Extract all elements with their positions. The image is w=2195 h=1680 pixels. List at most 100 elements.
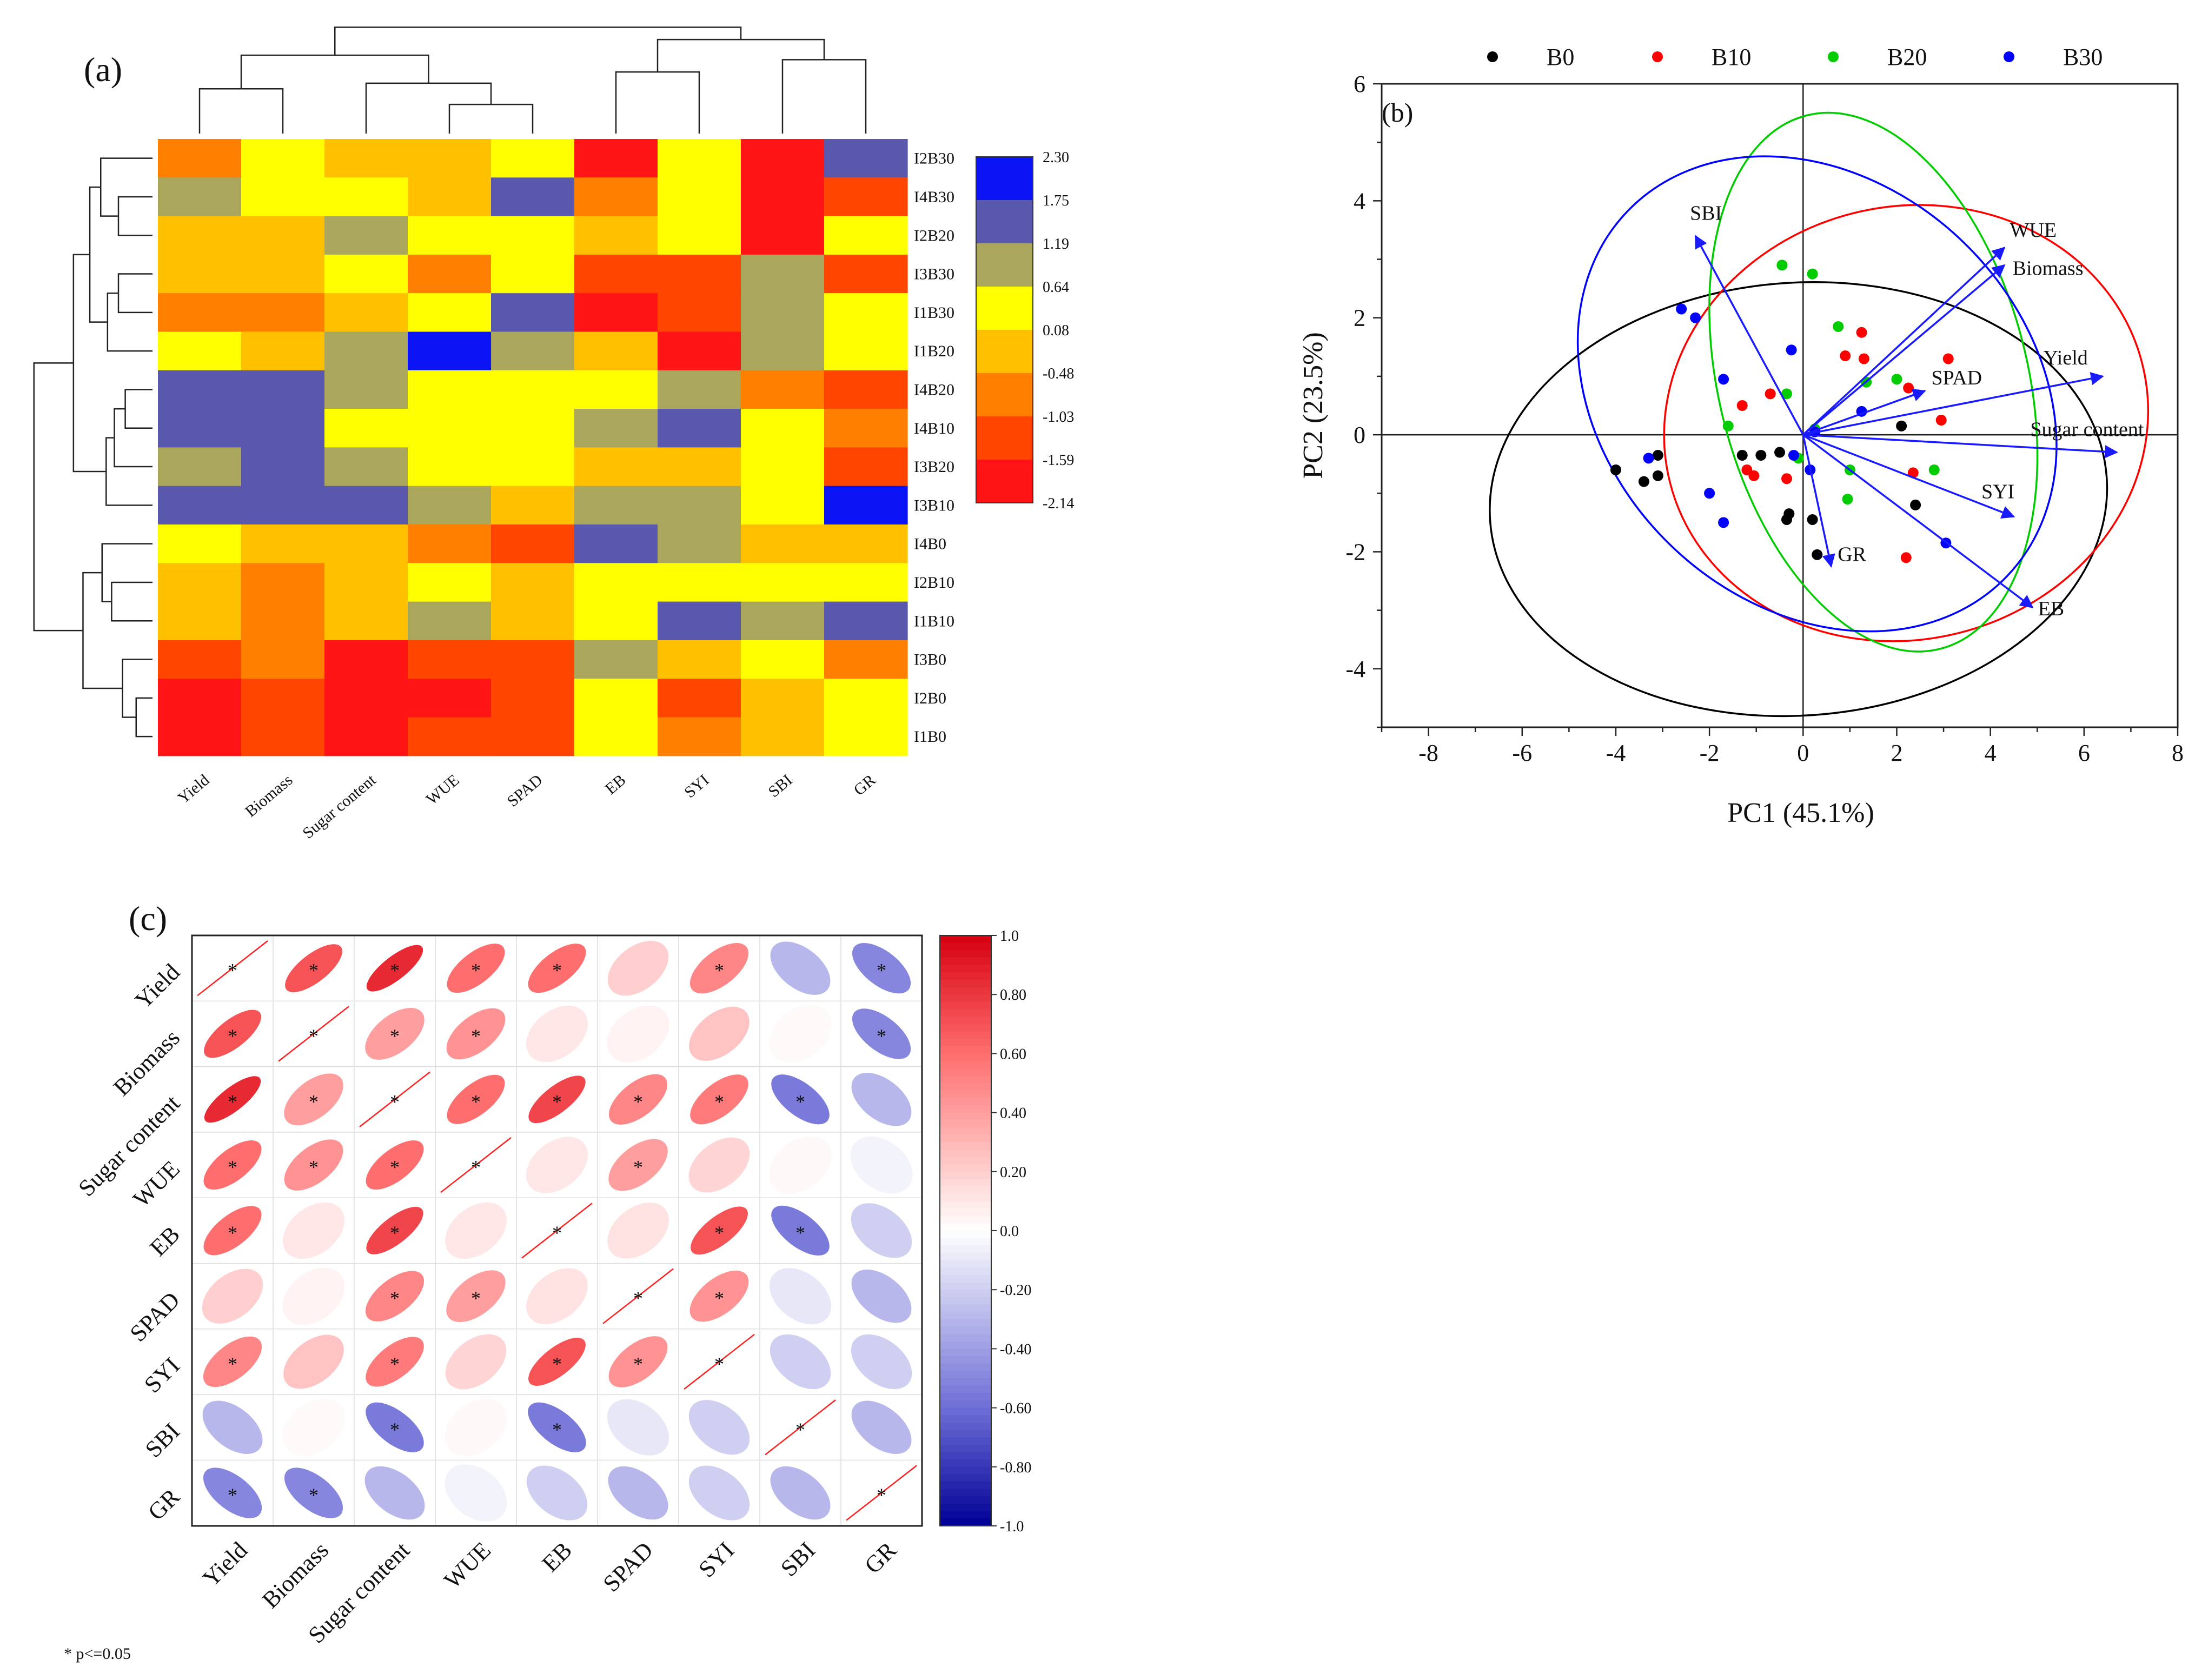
corr-ellipse-Biomass-Yield <box>204 1010 261 1058</box>
panel-b-loading-arrows: SBI WUE Biomass SPAD Yield Sugar content SYI GR… <box>1690 202 2144 620</box>
heatmap-cell-I2B0-Yield <box>158 679 242 718</box>
x-tick-label: 2 <box>1891 740 1902 766</box>
corr-ellipse-GR-SPAD <box>608 1466 668 1520</box>
heatmap-cell-I4B10-EB <box>574 409 658 448</box>
x-tick-label: 4 <box>1985 740 1997 766</box>
heatmap-cell-I1B30-SYI <box>658 293 741 333</box>
corr-ellipse-Biomass-SBI <box>769 1005 832 1063</box>
heatmap-cell-I1B10-WUE <box>408 601 492 641</box>
diagonal-line <box>197 940 268 997</box>
corr-ellipse-Sugar content-Biomass <box>284 1073 343 1126</box>
point-B30 <box>1643 453 1654 464</box>
loading-label-yield: Yield <box>2043 347 2087 369</box>
point-B10 <box>1858 353 1869 364</box>
heatmap-cell-I1B0-WUE <box>408 717 492 756</box>
legend-gradient-step <box>940 1031 991 1039</box>
heatmap-cell-I2B30-GR <box>824 139 908 178</box>
heatmap-cell-I3B20-Yield <box>158 447 242 487</box>
panel-a-column-labels: Yield Biomass Sugar content WUE SPAD EB SYI SBI… <box>174 771 879 842</box>
column-label-spad: SPAD <box>504 771 546 811</box>
point-B10 <box>1736 400 1748 411</box>
loading-arrow-eb <box>1802 434 2034 608</box>
corr-ellipse-SBI-EB <box>528 1402 586 1452</box>
corr-ellipse-SYI-GR <box>851 1334 912 1390</box>
column-label-biomass: Biomass <box>242 771 296 821</box>
point-B20 <box>1722 420 1734 431</box>
corr-ellipse-WUE-Sugar content <box>366 1140 424 1190</box>
point-B0 <box>1652 470 1663 481</box>
legend-gradient-step <box>940 1452 991 1460</box>
legend-gradient-step <box>940 1334 991 1342</box>
heatmap-cell-I4B20-WUE <box>408 370 492 409</box>
column-label-sbi: SBI <box>765 771 796 801</box>
heatmap-cell-I2B30-SYI <box>658 139 741 178</box>
corr-row-label-wue: WUE <box>128 1156 184 1212</box>
significance-star: * <box>877 1484 886 1506</box>
loading-arrow-wue <box>1802 247 2006 436</box>
legend-gradient-step <box>940 1356 991 1364</box>
heatmap-cell-I2B0-EB <box>574 679 658 718</box>
point-B0 <box>1736 449 1748 461</box>
row-dendrogram-link <box>101 543 152 602</box>
point-B20 <box>1891 374 1902 385</box>
significance-star: * <box>714 1091 724 1112</box>
row-dendrogram-link <box>117 196 152 236</box>
y-tick-label: -4 <box>1345 656 1365 682</box>
heatmap-cell-I4B30-GR <box>824 177 908 217</box>
x-tick-label: -4 <box>1606 740 1626 766</box>
significance-star: * <box>795 1222 805 1244</box>
point-B0 <box>1774 447 1785 458</box>
legend-tick-label: -2.14 <box>1043 495 1074 512</box>
legend-gradient-step <box>940 1437 991 1445</box>
point-B0 <box>1896 420 1907 431</box>
legend-tick-label: 0.64 <box>1043 279 1069 296</box>
heatmap-cell-I4B20-SPAD <box>491 370 575 409</box>
legend-gradient-step <box>940 942 991 951</box>
point-B30 <box>1676 303 1687 315</box>
row-label-I1B0: I1B0 <box>914 728 946 746</box>
panel-c-frame <box>191 934 923 1527</box>
heatmap-cell-I1B30-GR <box>824 293 908 333</box>
corr-ellipse-WUE-SYI <box>688 1137 750 1193</box>
loading-arrow-sbi <box>1694 235 1804 435</box>
heatmap-cell-I4B20-SBI <box>741 370 825 409</box>
heatmap-cell-I4B0-Yield <box>158 524 242 563</box>
panel-a-row-dendrogram <box>33 157 152 738</box>
panel-b-legend: B0 B10 B20 B30 <box>1487 44 2103 70</box>
point-B0 <box>1807 514 1818 525</box>
heatmap-cell-I4B10-GR <box>824 409 908 448</box>
point-B0 <box>1610 464 1621 475</box>
heatmap-cell-I3B30-WUE <box>408 254 492 294</box>
legend-gradient-step <box>940 1267 991 1276</box>
significance-star: * <box>309 1025 319 1047</box>
heatmap-cell-I2B0-SPAD <box>491 679 575 718</box>
column-label-sugar-content: Sugar content <box>299 771 380 842</box>
point-B10 <box>1942 353 1954 364</box>
corr-row-label-eb: EB <box>145 1221 185 1261</box>
legend-tick-label: 0.60 <box>1000 1046 1026 1063</box>
loading-label-syi: SYI <box>1981 481 2014 503</box>
corr-ellipse-SBI-Yield <box>202 1400 263 1454</box>
legend-gradient-step <box>940 1489 991 1497</box>
corr-row-label-yield: Yield <box>130 959 185 1014</box>
heatmap-cell-I3B20-SYI <box>658 447 741 487</box>
heatmap-cell-I1B10-SYI <box>658 601 741 641</box>
heatmap-cell-I4B0-EB <box>574 524 658 563</box>
heatmap-cell-I3B30-Yield <box>158 254 242 294</box>
legend-tick-label: 2.30 <box>1043 149 1069 166</box>
legend-gradient-step <box>940 1349 991 1357</box>
heatmap-cell-I1B0-Biomass <box>241 717 325 756</box>
significance-star: * <box>795 1091 805 1112</box>
heatmap-cell-I1B0-EB <box>574 717 658 756</box>
heatmap-cell-I3B20-GR <box>824 447 908 487</box>
legend-gradient-step <box>940 965 991 973</box>
significance-star: * <box>714 1353 724 1374</box>
point-B0 <box>1812 549 1823 560</box>
heatmap-cell-I4B30-SPAD <box>491 177 575 217</box>
legend-label-B10: B10 <box>1712 44 1751 70</box>
legend-gradient-step <box>940 1039 991 1047</box>
row-label-I1B10: I1B10 <box>914 612 954 630</box>
corr-ellipse-Yield-SYI <box>689 942 749 994</box>
column-dendrogram-link <box>656 38 825 72</box>
